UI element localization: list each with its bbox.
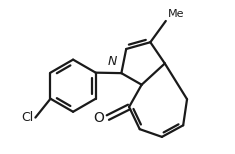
Text: N: N <box>107 55 117 68</box>
Text: O: O <box>94 111 104 125</box>
Text: Me: Me <box>168 9 184 19</box>
Text: Cl: Cl <box>22 111 34 124</box>
